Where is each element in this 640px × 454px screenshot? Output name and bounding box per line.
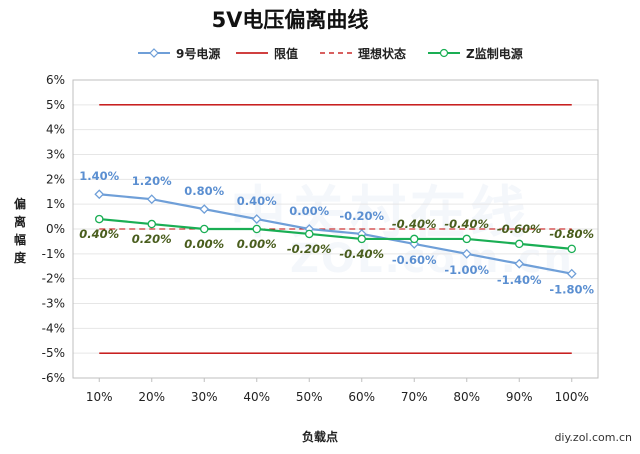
series-line-9hao — [99, 193, 572, 275]
source-credit: diy.zol.com.cn — [554, 431, 632, 444]
y-tick-label: -3% — [42, 297, 65, 311]
y-tick-label: -1% — [42, 247, 65, 261]
y-tick-label: 3% — [46, 148, 65, 162]
legend-label: Z监制电源 — [466, 46, 523, 61]
legend-item-limit[interactable]: 限值 — [236, 44, 298, 62]
legend-item-9hao[interactable]: 9号电源 — [138, 44, 220, 62]
y-tick-label: 2% — [46, 172, 65, 186]
data-label-9hao: -1.40% — [497, 273, 542, 287]
data-label-9hao: -1.00% — [444, 263, 489, 277]
legend-item-ideal[interactable]: 理想状态 — [320, 44, 406, 62]
legend-item-zjz[interactable]: Z监制电源 — [428, 44, 523, 62]
x-tick-label: 70% — [401, 390, 428, 404]
plot-border — [72, 79, 599, 379]
chart-legend: 9号电源 限值 理想状态 Z监制电源 — [0, 44, 640, 62]
y-tick-label: -6% — [42, 371, 65, 385]
x-tick-label: 50% — [296, 390, 323, 404]
data-point-zjz — [409, 234, 419, 244]
data-label-zjz: 0.40% — [79, 227, 119, 241]
legend-label: 理想状态 — [358, 46, 407, 61]
x-tick-label: 40% — [243, 390, 270, 404]
data-point-zjz — [462, 234, 471, 244]
data-point-9hao — [566, 268, 577, 279]
data-point-zjz — [252, 224, 261, 234]
y-axis-label-char: 幅 — [13, 233, 26, 247]
data-point-zjz — [199, 224, 209, 234]
x-axis-label: 负载点 — [301, 430, 338, 444]
data-label-9hao: 0.00% — [289, 204, 329, 218]
data-point-zjz — [147, 219, 156, 229]
data-label-zjz: -0.40% — [444, 217, 489, 231]
data-label-9hao: 0.80% — [184, 184, 224, 198]
y-axis-label-char: 偏 — [13, 197, 26, 211]
data-label-9hao: 1.40% — [79, 169, 119, 183]
chart-title: 5V电压偏离曲线 — [211, 8, 369, 32]
data-label-9hao: -0.20% — [339, 209, 384, 223]
data-label-zjz: -0.60% — [497, 222, 542, 236]
legend-label: 9号电源 — [176, 46, 221, 61]
y-tick-label: 4% — [46, 123, 65, 137]
data-point-zjz — [95, 214, 104, 224]
data-label-9hao: -1.80% — [549, 283, 594, 297]
x-tick-label: 10% — [86, 390, 113, 404]
data-label-zjz: -0.20% — [287, 242, 332, 256]
data-point-9hao — [146, 194, 157, 205]
data-label-zjz: -0.40% — [339, 247, 384, 261]
y-tick-label: 5% — [46, 98, 65, 112]
data-point-zjz — [567, 244, 577, 254]
x-tick-label: 30% — [191, 390, 218, 404]
x-tick-label: 100% — [555, 390, 589, 404]
data-label-zjz: -0.80% — [549, 227, 594, 241]
data-point-zjz — [515, 239, 524, 249]
y-tick-label: 0% — [46, 222, 65, 236]
data-label-zjz: -0.40% — [392, 217, 437, 231]
y-tick-label: -4% — [42, 321, 65, 335]
data-point-zjz — [304, 229, 314, 239]
y-tick-label: 6% — [46, 73, 65, 87]
x-tick-label: 60% — [348, 390, 375, 404]
legend-marker-circle-icon — [428, 48, 460, 58]
data-point-9hao — [514, 258, 525, 269]
data-label-zjz: 0.20% — [132, 232, 172, 246]
y-axis-label-char: 度 — [13, 251, 26, 265]
data-point-9hao — [199, 204, 210, 215]
y-axis-label-char: 离 — [13, 215, 26, 229]
legend-marker-diamond-icon — [138, 48, 170, 58]
data-label-9hao: 1.20% — [132, 174, 172, 188]
data-point-9hao — [251, 214, 262, 224]
x-tick-label: 90% — [506, 390, 533, 404]
y-tick-label: 1% — [46, 197, 65, 211]
series-line-zjz — [99, 217, 572, 250]
data-point-9hao — [94, 189, 105, 200]
legend-label: 限值 — [274, 46, 299, 61]
y-tick-label: -5% — [42, 346, 65, 360]
data-point-9hao — [461, 248, 472, 259]
data-label-9hao: 0.40% — [237, 194, 277, 208]
x-tick-label: 80% — [453, 390, 480, 404]
legend-line-solid-icon — [236, 52, 268, 54]
data-label-zjz: 0.00% — [237, 237, 277, 251]
y-axis-label: 偏离幅度 — [12, 195, 28, 267]
x-tick-label: 20% — [138, 390, 165, 404]
data-label-9hao: -0.60% — [392, 253, 437, 267]
data-label-zjz: 0.00% — [184, 237, 224, 251]
y-tick-label: -2% — [42, 272, 65, 286]
data-point-zjz — [357, 234, 366, 244]
